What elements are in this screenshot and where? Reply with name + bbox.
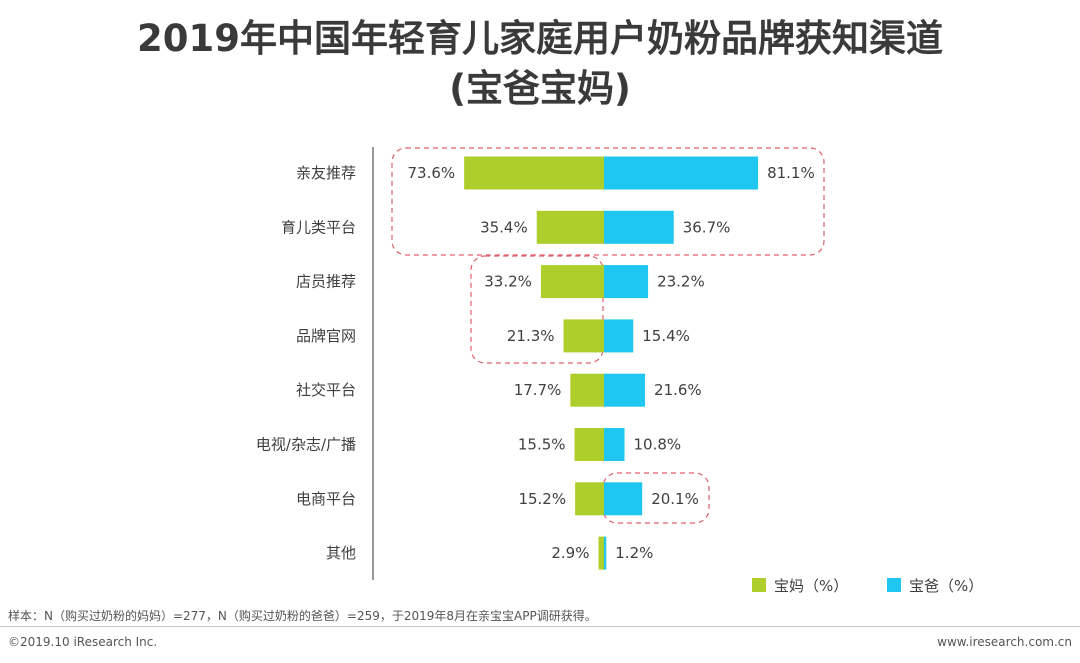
footer-divider (0, 626, 1080, 627)
value-label-dad: 20.1% (651, 490, 699, 508)
title-line-2: (宝爸宝妈) (449, 67, 631, 110)
value-label-dad: 15.4% (642, 327, 690, 345)
bar-mom (540, 265, 604, 299)
value-label-mom: 15.5% (518, 436, 566, 454)
legend-item-mom-label: 宝妈（%） (774, 577, 848, 595)
bar-dad (604, 373, 646, 407)
bar-dad (604, 265, 649, 299)
category-label: 其他 (326, 544, 356, 562)
legend-item-dad-label: 宝爸（%） (909, 577, 983, 595)
highlight-box (391, 147, 825, 256)
value-label-dad: 81.1% (767, 164, 815, 182)
value-label-mom: 15.2% (518, 490, 566, 508)
bar-dad (604, 210, 674, 244)
sample-note: 样本：N（购买过奶粉的妈妈）=277，N（购买过奶粉的爸爸）=259，于2019… (8, 609, 597, 623)
value-labels: 73.6% 81.1% 35.4% 36.7% 33.2% 23.2% 21.3% 15.4%… (408, 164, 815, 562)
title-line-1: 2019年中国年轻育儿家庭用户奶粉品牌获知渠道 (137, 17, 943, 60)
value-label-dad: 21.6% (654, 381, 702, 399)
bar-mom (598, 536, 604, 570)
category-label: 品牌官网 (296, 327, 356, 345)
legend-item-dad-swatch (887, 578, 901, 592)
category-label: 电商平台 (296, 490, 356, 508)
highlight-box (470, 255, 604, 364)
legend-item-mom-swatch (752, 578, 766, 592)
bar-dad (604, 536, 607, 570)
bars (464, 156, 759, 570)
bar-mom (574, 428, 604, 461)
copyright: ©2019.10 iResearch Inc. (8, 635, 158, 649)
value-label-mom: 33.2% (484, 273, 532, 291)
bar-dad (604, 319, 634, 353)
website: www.iresearch.com.cn (937, 635, 1072, 649)
value-label-mom: 35.4% (480, 218, 528, 236)
value-label-mom: 73.6% (408, 164, 456, 182)
bar-mom (563, 319, 604, 353)
bar-mom (536, 210, 604, 244)
bar-dad (604, 428, 625, 461)
bar-dad (604, 156, 759, 190)
value-label-dad: 23.2% (657, 273, 705, 291)
bar-mom (575, 482, 604, 516)
category-label: 育儿类平台 (281, 218, 356, 236)
bar-mom (464, 156, 604, 190)
bar-dad (604, 482, 643, 516)
category-label: 社交平台 (296, 381, 356, 399)
chart-title: 2019年中国年轻育儿家庭用户奶粉品牌获知渠道 (宝爸宝妈) (0, 14, 1080, 114)
category-label: 亲友推荐 (296, 164, 356, 182)
value-label-dad: 36.7% (683, 218, 731, 236)
value-label-mom: 2.9% (551, 544, 589, 562)
bar-mom (570, 373, 604, 407)
value-label-mom: 21.3% (507, 327, 555, 345)
value-label-mom: 17.7% (514, 381, 562, 399)
category-label: 店员推荐 (296, 273, 356, 291)
value-label-dad: 10.8% (634, 436, 682, 454)
value-label-dad: 1.2% (615, 544, 653, 562)
legend: 宝妈（%） 宝爸（%） (752, 577, 983, 595)
category-label: 电视/杂志/广播 (256, 436, 356, 454)
